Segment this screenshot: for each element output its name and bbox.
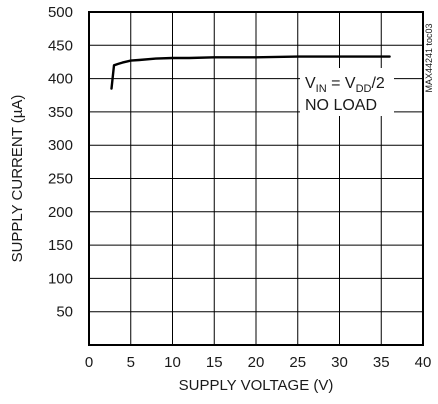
x-tick-label: 20 xyxy=(248,354,265,371)
series-line xyxy=(110,55,391,90)
annotation-sub-in: IN xyxy=(316,83,327,95)
x-tick-label: 0 xyxy=(85,354,93,371)
annotation-div2: /2 xyxy=(371,75,384,92)
y-tick-label: 350 xyxy=(48,104,73,121)
y-axis-label: SUPPLY CURRENT (µA) xyxy=(9,95,26,263)
y-tick-label: 150 xyxy=(48,237,73,254)
annotation-sub-dd: DD xyxy=(356,83,372,95)
plot-frame xyxy=(88,11,424,346)
annotation-background xyxy=(300,68,394,116)
x-tick-label: 40 xyxy=(415,354,432,371)
y-tick-label: 200 xyxy=(48,204,73,221)
figure-id: MAX44241 toc03 xyxy=(424,23,434,92)
annotation-v: V xyxy=(305,75,316,92)
y-tick-label: 400 xyxy=(48,71,73,88)
x-tick-label: 10 xyxy=(164,354,181,371)
y-tick-label: 250 xyxy=(48,171,73,188)
y-tick-label: 50 xyxy=(56,304,73,321)
x-tick-label: 35 xyxy=(373,354,390,371)
x-tick-label: 30 xyxy=(331,354,348,371)
y-tick-label: 450 xyxy=(48,37,73,54)
x-tick-label: 25 xyxy=(289,354,306,371)
x-tick-labels: 0 5 10 15 20 25 30 35 40 xyxy=(85,354,432,371)
grid xyxy=(89,12,423,345)
x-tick-label: 5 xyxy=(127,354,135,371)
x-axis-label: SUPPLY VOLTAGE (V) xyxy=(179,377,334,394)
x-tick-label: 15 xyxy=(206,354,223,371)
y-tick-label: 300 xyxy=(48,137,73,154)
y-tick-label: 100 xyxy=(48,270,73,287)
annotation-line-2: NO LOAD xyxy=(305,97,377,114)
annotation-eq-v: = V xyxy=(327,75,356,92)
y-tick-labels: 50 100 150 200 250 300 350 400 450 500 xyxy=(48,4,73,321)
annotation-line-1: VIN = VDD/2 xyxy=(305,75,385,95)
y-tick-label: 500 xyxy=(48,4,73,21)
